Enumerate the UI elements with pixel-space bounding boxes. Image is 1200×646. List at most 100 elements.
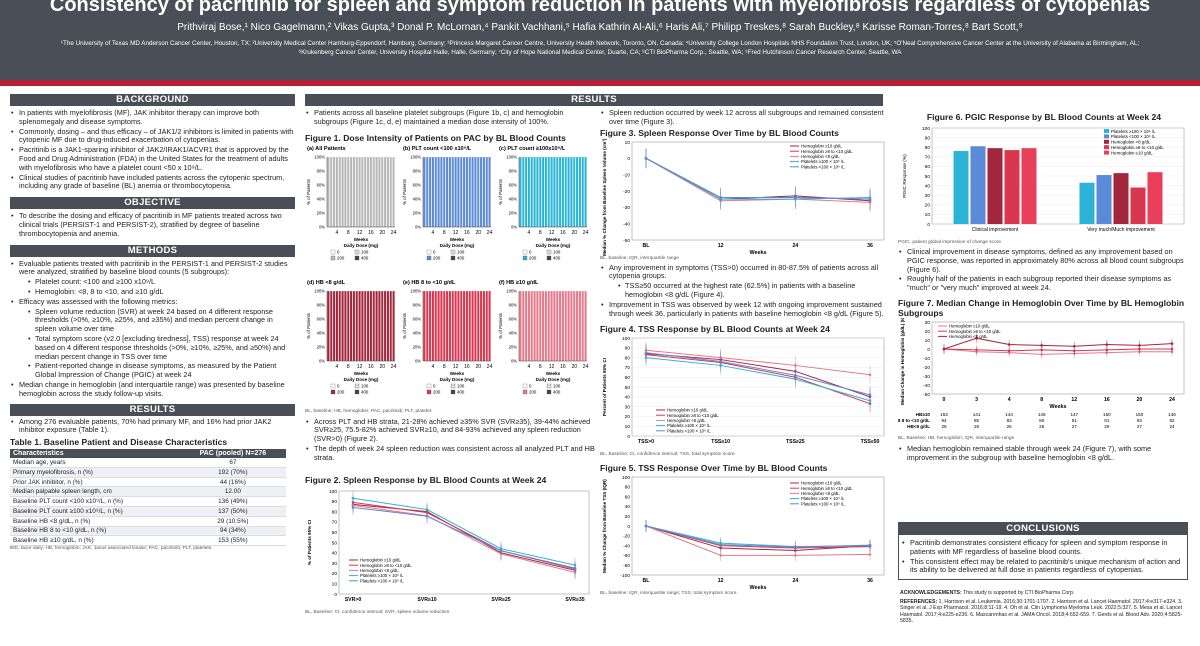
- fig5-ytick-label: -20: [623, 534, 630, 540]
- table1-footnote: BID, twice daily; HB, hemoglobin; JAK, J…: [10, 546, 213, 552]
- fig3-data-point: [719, 195, 722, 199]
- fig1-xtick-label: 24: [487, 364, 493, 370]
- fig4-ytick-label: 70: [625, 366, 631, 372]
- fig1-legend-label: 200: [529, 255, 537, 260]
- fig5-data-point: [868, 553, 872, 557]
- fig1-xtick-label: 20: [475, 230, 481, 236]
- fig1-bar: [369, 156, 373, 227]
- fig2-ytick-label: 80: [332, 509, 338, 515]
- fig1-panel-label: (d) HB <8 g/dL: [307, 280, 346, 286]
- fig1-bar: [448, 156, 452, 227]
- methods-heading: METHODS: [10, 244, 295, 257]
- fig2-xtick-label: SVR≥25: [491, 597, 510, 603]
- fig6-bar: [1004, 150, 1020, 224]
- affiliations: ¹The University of Texas MD Anderson Can…: [60, 40, 1140, 56]
- table-body: Median age, years 67 Primary myelofibrosis…: [10, 458, 286, 547]
- fig1-ytick-label: 100%: [314, 154, 325, 159]
- fig7-series-line: [943, 348, 1172, 355]
- fig1-bar: [332, 290, 336, 361]
- fig4-ytick-label: 40: [625, 395, 631, 401]
- column-results-1: RESULTS Patients across all baseline pla…: [305, 94, 883, 615]
- fig1-bar: [474, 156, 477, 227]
- fig7-n-value: 80: [1039, 418, 1045, 423]
- table-cell: Baseline PLT count <100 x10⁹/L, n (%): [10, 496, 180, 508]
- fig1-bar: [364, 290, 367, 361]
- fig1-bar: [355, 156, 358, 227]
- fig1-legend-label: 100: [457, 249, 465, 254]
- fig7-n-value: 85: [974, 418, 980, 423]
- fig1-bar: [468, 156, 471, 227]
- fig1-ylabel: % of Patients: [402, 312, 407, 339]
- fig7-footnote: BL, Baseline; HB, hemoglobin; IQR, inter…: [898, 435, 1015, 441]
- fig1-legend-swatch: [546, 383, 552, 388]
- fig1-bar: [479, 156, 483, 227]
- fig1-xtick-label: 20: [379, 230, 385, 236]
- fig5-title: Figure 5. TSS Response Over Time by BL B…: [600, 463, 828, 474]
- fig1-panel-label: (a) All Patients: [307, 146, 346, 152]
- fig5-data-point: [794, 554, 797, 558]
- fig1-legend-swatch: [330, 249, 336, 254]
- baseline-table: Characteristics PAC (pooled) N=276 Media…: [10, 449, 286, 547]
- fig7-xtick-label: 16: [1104, 397, 1110, 403]
- fig1-bar: [581, 156, 584, 227]
- fig5-ylabel: Median % Change from Baseline TSS (IQR): [602, 479, 607, 573]
- fig2-ytick-label: 10: [332, 581, 338, 587]
- fig1-xtick-label: 8: [443, 364, 446, 370]
- fig4-legend-label: Platelets ≥100 × 10⁹ /L: [667, 424, 711, 429]
- fig3-ytick-label: -20: [623, 188, 630, 194]
- col3-mid-bullets: Any improvement in symptoms (TSS>0) occu…: [600, 263, 890, 319]
- fig7-n-value: 83: [1007, 418, 1013, 423]
- fig2-legend-label: Hemoglobin ≥10 g/dL: [360, 557, 401, 562]
- table-cell: Prior JAK inhibitor, n (%): [10, 477, 180, 488]
- fig1-bar: [347, 156, 350, 227]
- fig1-legend-title: Daily Dose (mg): [344, 377, 379, 382]
- objective-heading: OBJECTIVE: [10, 197, 295, 210]
- fig1-ytick-label: 80%: [317, 302, 326, 307]
- fig4-ytick-label: 100: [622, 336, 630, 342]
- fig5-legend-label: Hemoglobin ≥8 to <10 g/dL: [801, 486, 853, 491]
- fig1-xtick-label: 24: [391, 364, 397, 370]
- conclusions-box: CONCLUSIONS Pacritinib demonstrates cons…: [898, 522, 1188, 581]
- fig1-bar: [426, 290, 429, 361]
- fig1-bar: [392, 290, 395, 361]
- fig1-bar: [372, 156, 375, 227]
- fig5-data-point: [868, 544, 872, 547]
- fig7-ytick-label: 30: [925, 320, 931, 326]
- fig1-legend-swatch: [330, 383, 336, 388]
- fig1-bar: [366, 156, 370, 227]
- fig1-bar: [561, 290, 565, 361]
- fig1-bar: [477, 290, 480, 361]
- fig1-legend-swatch: [522, 389, 528, 394]
- fig6-ytick-label: 80: [925, 145, 931, 151]
- fig1-bar: [358, 156, 361, 227]
- fig1-xtick-label: 24: [583, 230, 589, 236]
- table-row: Baseline PLT count ≥100 x10⁹/L, n (%) 137…: [10, 506, 286, 517]
- fig1-bar: [575, 290, 579, 361]
- fig1-bar: [541, 156, 545, 227]
- fig7-n-value: 26: [1039, 424, 1045, 429]
- fig6-xtick-label: Clinical improvement: [972, 227, 1019, 233]
- fig1-legend-label: 400: [553, 389, 561, 394]
- conclusion-bullet: This consistent effect may be related to…: [901, 557, 1183, 576]
- fig1-legend-label: 100: [553, 249, 561, 254]
- fig1-legend-swatch: [546, 389, 552, 394]
- fig1-bar: [547, 156, 550, 227]
- fig1-bar: [383, 290, 387, 361]
- fig1-legend-swatch: [546, 249, 552, 254]
- results-bullet: Improvement in TSS was observed by week …: [600, 300, 890, 319]
- fig1-bar: [541, 290, 545, 361]
- fig1-bar: [558, 290, 562, 361]
- fig7-n-value: 82: [1169, 418, 1175, 423]
- results-bullet: Spleen reduction occurred by week 12 acr…: [600, 108, 890, 127]
- fig6-legend-swatch: [1104, 150, 1109, 155]
- background-bullets: In patients with myelofibrosis (MF), JAK…: [10, 108, 295, 191]
- fig1-bar: [445, 156, 449, 227]
- fig4-ytick-label: 90: [625, 346, 631, 352]
- fig1-bar: [392, 156, 395, 227]
- fig5-ytick-label: 60: [625, 495, 631, 501]
- col4-low-bullets: Median hemoglobin remained stable throug…: [898, 444, 1190, 463]
- fig7-legend-label: Hemoglobin ≥8 to <10 g/dL: [949, 329, 1001, 334]
- fig1-legend-swatch: [426, 383, 432, 388]
- fig1-bar: [437, 156, 440, 227]
- fig1-title: Figure 1. Dose Intensity of Patients on …: [305, 132, 566, 143]
